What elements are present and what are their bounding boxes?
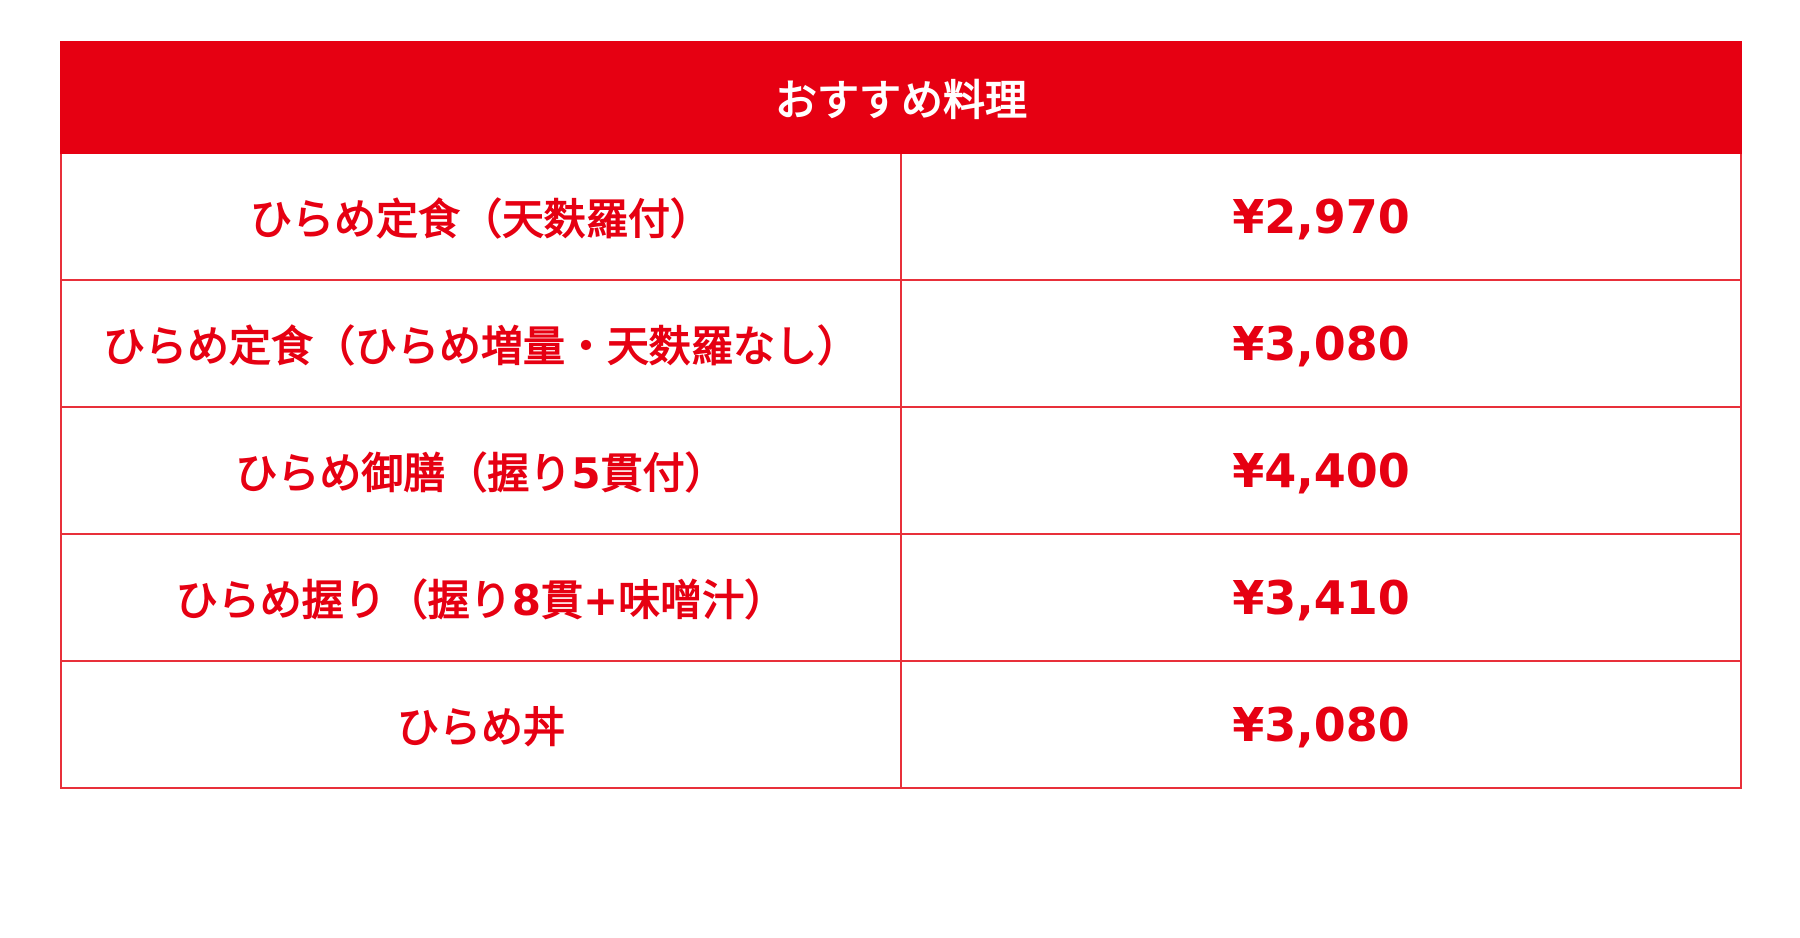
table-row: ひらめ御膳（握り5貫付） ¥4,400: [60, 406, 1742, 535]
dish-price: ¥3,080: [900, 279, 1742, 408]
dish-price: ¥4,400: [900, 406, 1742, 535]
table-row: ひらめ握り（握り8貫+味噌汁） ¥3,410: [60, 533, 1742, 662]
table-row: ひらめ定食（ひらめ増量・天麩羅なし） ¥3,080: [60, 279, 1742, 408]
dish-name: ひらめ定食（ひらめ増量・天麩羅なし）: [60, 279, 902, 408]
table-header-row: おすすめ料理: [60, 41, 1742, 154]
dish-name: ひらめ御膳（握り5貫付）: [60, 406, 902, 535]
table-row: ひらめ定食（天麩羅付） ¥2,970: [60, 152, 1742, 281]
dish-name: ひらめ定食（天麩羅付）: [60, 152, 902, 281]
dish-name: ひらめ握り（握り8貫+味噌汁）: [60, 533, 902, 662]
dish-name: ひらめ丼: [60, 660, 902, 789]
recommended-menu-table: おすすめ料理 ひらめ定食（天麩羅付） ¥2,970 ひらめ定食（ひらめ増量・天麩…: [60, 41, 1742, 789]
dish-price: ¥3,080: [900, 660, 1742, 789]
dish-price: ¥3,410: [900, 533, 1742, 662]
dish-price: ¥2,970: [900, 152, 1742, 281]
table-title: おすすめ料理: [60, 41, 1742, 154]
table-row: ひらめ丼 ¥3,080: [60, 660, 1742, 789]
